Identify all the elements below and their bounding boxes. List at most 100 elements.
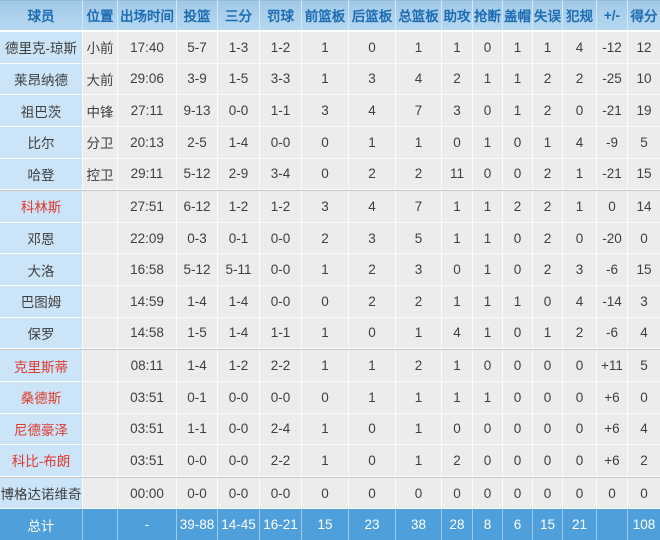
stat-cell: 3-4	[260, 158, 302, 190]
column-header-11: 盖帽	[503, 0, 533, 30]
stat-cell: -	[118, 509, 177, 540]
stat-cell: 1-2	[260, 191, 302, 222]
stat-cell: 0	[563, 350, 597, 381]
player-name-cell: 比尔	[0, 126, 83, 158]
stat-cell: 27:11	[118, 95, 177, 126]
stat-cell: 12	[628, 32, 660, 63]
stat-cell: 0	[349, 32, 396, 63]
stat-cell: -20	[597, 222, 628, 254]
column-header-13: 犯规	[563, 0, 597, 30]
stat-cell: 0	[349, 317, 396, 349]
stat-cell: 0	[473, 445, 503, 476]
stat-cell: 28	[442, 509, 473, 540]
stat-cell: 0	[473, 413, 503, 445]
stat-cell: 1	[473, 317, 503, 349]
stat-cell: 0	[533, 445, 563, 476]
stat-cell: 0	[473, 477, 503, 509]
stat-cell: 1	[563, 191, 597, 222]
stat-cell: 2	[396, 286, 442, 317]
stat-cell: 08:11	[118, 350, 177, 381]
stat-cell: 0	[503, 381, 533, 413]
player-name-cell: 莱昂纳德	[0, 63, 83, 95]
column-header-10: 抢断	[473, 0, 503, 30]
stat-cell: 2	[533, 95, 563, 126]
stat-cell: 0	[628, 477, 660, 509]
stat-cell: 0	[563, 222, 597, 254]
stat-cell	[83, 381, 118, 413]
stat-cell: 1	[302, 317, 349, 349]
stat-cell	[83, 477, 118, 509]
stat-cell: 1	[349, 381, 396, 413]
stat-cell: 0-0	[260, 477, 302, 509]
stat-cell: 1-2	[218, 350, 260, 381]
stat-cell: 6	[503, 509, 533, 540]
stat-cell: 4	[563, 126, 597, 158]
stat-cell: 3	[563, 254, 597, 285]
table-row: 科比-布朗 03:51 0-0 0-0 2-2 1 0 1 2 0 0 0 0 +6 2	[0, 445, 660, 477]
stat-cell	[83, 509, 118, 540]
stat-cell: 1	[302, 63, 349, 95]
column-header-7: 后篮板	[349, 0, 396, 30]
table-row: 桑德斯 03:51 0-1 0-0 0-0 0 1 1 1 1 0 0 0 +6 0	[0, 381, 660, 414]
stat-cell: 2-2	[260, 350, 302, 381]
stat-cell: 5	[628, 126, 660, 158]
stat-cell: 控卫	[83, 158, 118, 190]
stat-cell: 0	[349, 445, 396, 476]
stat-cell: 1	[503, 32, 533, 63]
stat-cell: 1	[442, 350, 473, 381]
column-header-2: 出场时间	[118, 0, 177, 30]
stat-cell: 1	[396, 445, 442, 476]
table-row: 大洛 16:58 5-12 5-11 0-0 1 2 3 0 1 0 2 3 -6 15	[0, 254, 660, 286]
player-name-cell: 克里斯蒂	[0, 350, 83, 381]
stat-cell: 15	[628, 158, 660, 190]
table-row: 保罗 14:58 1-5 1-4 1-1 1 0 1 4 1 0 1 2 -6 4	[0, 317, 660, 350]
stat-cell: -6	[597, 317, 628, 349]
stat-cell: 4	[563, 32, 597, 63]
stat-cell: 21	[563, 509, 597, 540]
stat-cell: -21	[597, 158, 628, 190]
stat-cell: 2	[302, 222, 349, 254]
stat-cell: 2-2	[260, 445, 302, 476]
column-header-12: 失误	[533, 0, 563, 30]
stat-cell: 29:06	[118, 63, 177, 95]
stat-cell: 22:09	[118, 222, 177, 254]
player-name-cell: 尼德豪泽	[0, 413, 83, 445]
stat-cell: 0	[302, 381, 349, 413]
stat-cell: 1	[473, 191, 503, 222]
stat-cell: 1	[302, 254, 349, 285]
stat-cell: 0-0	[177, 445, 218, 476]
stat-cell: 0	[628, 381, 660, 413]
player-name-cell: 哈登	[0, 158, 83, 190]
stat-cell: 1	[349, 350, 396, 381]
stat-cell: 0	[563, 381, 597, 413]
stat-cell: 0-0	[177, 477, 218, 509]
stat-cell: 1	[533, 126, 563, 158]
stat-cell: 0	[503, 158, 533, 190]
stat-cell: 1	[473, 381, 503, 413]
stat-cell: 1-2	[260, 32, 302, 63]
stat-cell: 03:51	[118, 445, 177, 476]
stat-cell: 0	[533, 381, 563, 413]
stat-cell: 1	[302, 350, 349, 381]
table-row: 德里克-琼斯 小前 17:40 5-7 1-3 1-2 1 0 1 1 0 1 1 4 -12 12	[0, 32, 660, 64]
player-name-cell: 科林斯	[0, 191, 83, 222]
stat-cell: 0	[349, 413, 396, 445]
stat-cell: 0	[533, 413, 563, 445]
stat-cell: 00:00	[118, 477, 177, 509]
stat-cell: -12	[597, 32, 628, 63]
stat-cell: 0	[533, 286, 563, 317]
stat-cell: -14	[597, 286, 628, 317]
stat-cell: 1	[473, 254, 503, 285]
stat-cell: 中锋	[83, 95, 118, 126]
column-header-14: +/-	[597, 0, 628, 30]
stat-cell: 0-0	[218, 413, 260, 445]
column-header-8: 总篮板	[396, 0, 442, 30]
stat-cell: 14-45	[218, 509, 260, 540]
player-name-cell: 巴图姆	[0, 286, 83, 317]
stat-cell: 2	[442, 63, 473, 95]
stat-cell: 2-5	[177, 126, 218, 158]
player-name-cell: 祖巴茨	[0, 95, 83, 126]
stat-cell: 0	[563, 95, 597, 126]
stat-cell: 4	[442, 317, 473, 349]
